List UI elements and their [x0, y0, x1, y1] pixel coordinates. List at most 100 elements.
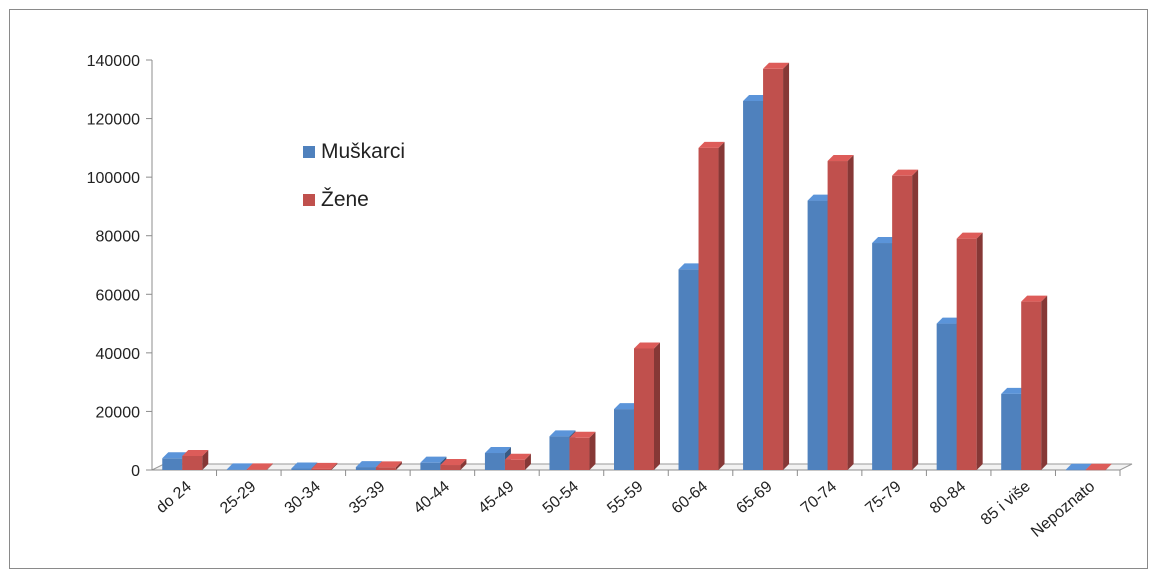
bar-top	[634, 342, 660, 349]
bar-top	[246, 463, 273, 470]
y-tick-label: 100000	[87, 170, 140, 187]
bar-zene	[440, 459, 467, 470]
bar-side	[331, 462, 338, 470]
x-tick-label: do 24	[153, 478, 195, 517]
bars	[162, 62, 1112, 471]
bar-zene	[763, 62, 790, 471]
bar-side	[266, 463, 273, 470]
bar-side	[783, 62, 790, 471]
bar-top	[1065, 463, 1092, 470]
bar-front	[1001, 393, 1022, 470]
bar-front	[311, 468, 332, 470]
legend: Muškarci Žene	[303, 140, 405, 211]
legend-label: Žene	[321, 188, 369, 211]
x-tick-label: 40-44	[411, 478, 453, 517]
bar-top	[763, 62, 790, 69]
bar-front	[892, 175, 913, 470]
bar-front	[678, 269, 699, 470]
chart-frame: 0 20000 40000 60000 80000 100000 120000 140000 d…	[9, 9, 1148, 569]
bar-top	[311, 462, 338, 469]
bar-top	[484, 447, 511, 454]
bar-zene	[311, 462, 338, 470]
bar-front	[1085, 469, 1106, 471]
bar-front	[614, 409, 634, 470]
y-tick-label: 120000	[87, 112, 140, 129]
bar-top	[162, 452, 189, 459]
bar-top	[892, 169, 919, 176]
x-tick-label: 45-49	[475, 478, 517, 517]
x-tick-label: 25-29	[217, 478, 259, 517]
x-tick-label: Nepoznato	[1028, 478, 1098, 541]
y-tick-label: 60000	[96, 287, 141, 304]
bar-front	[375, 467, 396, 470]
bar-side	[847, 155, 854, 471]
bar-zene	[892, 169, 919, 470]
bar-zene	[375, 461, 402, 470]
bar-front	[246, 469, 267, 470]
bar-zene	[182, 449, 209, 470]
bar-side	[912, 169, 919, 470]
bar-top	[549, 430, 576, 437]
bar-front	[634, 348, 654, 470]
bar-zene	[246, 463, 273, 470]
y-tick-label: 0	[131, 463, 140, 480]
x-tick-label: 30-34	[282, 478, 324, 517]
bar-front	[440, 465, 461, 470]
bar-front	[291, 468, 312, 470]
bar-top	[614, 403, 640, 410]
bar-front	[698, 147, 719, 470]
bar-side	[460, 459, 467, 470]
y-tick-label: 140000	[87, 53, 140, 70]
x-tick-label: 50-54	[540, 478, 582, 517]
bar-zene	[1085, 463, 1112, 471]
bar-top	[807, 194, 834, 201]
bar-top	[936, 317, 963, 324]
bar-zene	[634, 342, 660, 470]
x-tick-label: 65-69	[733, 478, 775, 517]
y-tick-label: 20000	[96, 404, 141, 421]
y-tick-label: 80000	[96, 229, 141, 246]
legend-swatch	[303, 146, 315, 158]
bar-front	[872, 243, 893, 470]
bar-front	[355, 467, 376, 470]
bar-top	[355, 461, 382, 468]
bar-front	[504, 459, 525, 470]
legend-label: Muškarci	[321, 140, 405, 163]
bar-front	[182, 455, 203, 470]
bar-side	[976, 232, 983, 470]
bar-front	[162, 458, 183, 470]
bar-side	[395, 461, 402, 470]
bar-top	[1001, 387, 1028, 394]
bar-side	[654, 342, 660, 470]
bar-front	[936, 323, 957, 470]
bar-zene	[504, 453, 531, 470]
x-tick-label: 75-79	[862, 478, 904, 517]
legend-swatch	[303, 194, 315, 206]
bar-side	[589, 431, 596, 470]
bar-front	[763, 68, 784, 471]
x-tick-label: 55-59	[604, 478, 646, 517]
bar-zene	[698, 141, 725, 470]
bar-side	[202, 449, 209, 470]
bar-top	[291, 462, 318, 469]
x-tick-label: 80-84	[927, 478, 969, 517]
bar-top	[678, 263, 705, 270]
bar-top	[872, 237, 899, 244]
bar-zene	[956, 232, 983, 470]
bar-top	[956, 232, 983, 239]
x-tick-label: 35-39	[346, 478, 388, 517]
bar-front	[743, 101, 764, 470]
bar-top	[698, 141, 725, 148]
bar-top	[226, 463, 253, 470]
bar-top	[743, 95, 770, 101]
bar-front	[420, 462, 441, 470]
bar-side	[524, 453, 531, 470]
x-tick-label: 60-64	[669, 478, 711, 517]
bar-top	[420, 456, 447, 463]
y-tick-label: 40000	[96, 346, 141, 363]
bar-top	[1085, 463, 1112, 470]
bar-side	[718, 141, 725, 470]
bar-front	[956, 238, 977, 470]
bar-side	[1105, 463, 1112, 470]
bar-front	[549, 436, 570, 470]
